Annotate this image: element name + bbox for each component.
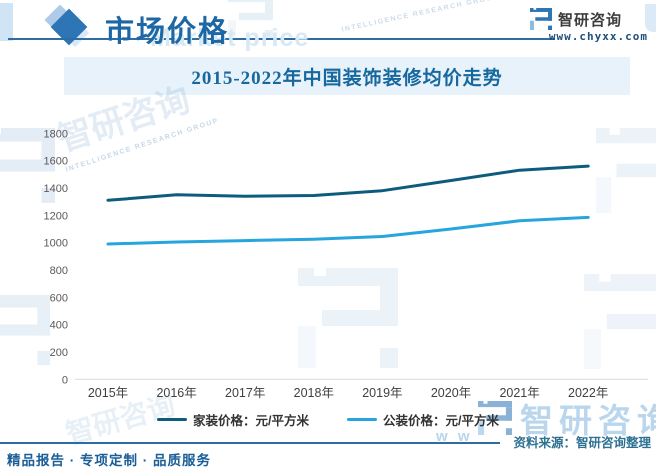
y-axis-tick: 1400 (44, 183, 68, 195)
legend-line-swatch (347, 418, 377, 421)
series-line-1 (106, 215, 590, 246)
x-axis-tick: 2017年 (225, 386, 265, 400)
y-axis-tick: 0 (62, 374, 68, 386)
y-axis-tick: 400 (50, 320, 68, 332)
y-axis-tick: 1600 (44, 156, 68, 168)
y-axis-tick: 200 (50, 347, 68, 359)
chart-legend: 家装价格：元/平方米 公装价格：元/平方米 (0, 410, 656, 429)
data-source-label: 资料来源：智研咨询整理 (513, 436, 651, 450)
y-axis-tick: 600 (50, 292, 68, 304)
x-axis-tick: 2016年 (156, 386, 196, 400)
legend-label: 公装价格：元/平方米 (383, 414, 499, 428)
y-axis-tick: 1200 (44, 210, 68, 222)
header-divider (8, 38, 555, 40)
watermark-www-fragment: w w (436, 428, 473, 445)
brand-block: 智研咨询 (530, 8, 650, 30)
x-axis-tick: 2015年 (88, 386, 128, 400)
y-axis-tick: 1800 (44, 128, 68, 140)
legend-label: 家装价格：元/平方米 (193, 414, 309, 428)
chart-title: 2015-2022年中国装饰装修均价走势 (191, 67, 503, 89)
corner-watermark-right (645, 4, 656, 32)
legend-item: 公装价格：元/平方米 (347, 410, 499, 429)
legend-item: 家装价格：元/平方米 (157, 410, 309, 429)
x-axis-tick: 2020年 (431, 386, 471, 400)
footer-divider (0, 442, 500, 444)
series-line-0 (106, 164, 590, 202)
x-axis-tick: 2018年 (294, 386, 334, 400)
brand-name: 智研咨询 (558, 11, 623, 29)
x-axis-tick: 2021年 (499, 386, 539, 400)
corner-watermark-left (0, 3, 13, 41)
footer-tagline: 精品报告 · 专项定制 · 品质服务 (7, 453, 211, 468)
x-axis-tick: 2022年 (568, 386, 608, 400)
x-axis-tick: 2019年 (362, 386, 402, 400)
section-title: 市场价格 (105, 16, 230, 48)
brand-url: www.chyxx.com (548, 30, 648, 43)
y-axis-tick: 1000 (44, 238, 68, 250)
legend-line-swatch (157, 418, 188, 421)
chart-title-band: 2015-2022年中国装饰装修均价走势 (64, 57, 630, 95)
watermark-brand-text: 智研咨询 (520, 402, 656, 439)
y-axis-tick: 800 (50, 265, 68, 277)
watermark-bottom-right: 智研咨询 (478, 394, 656, 442)
